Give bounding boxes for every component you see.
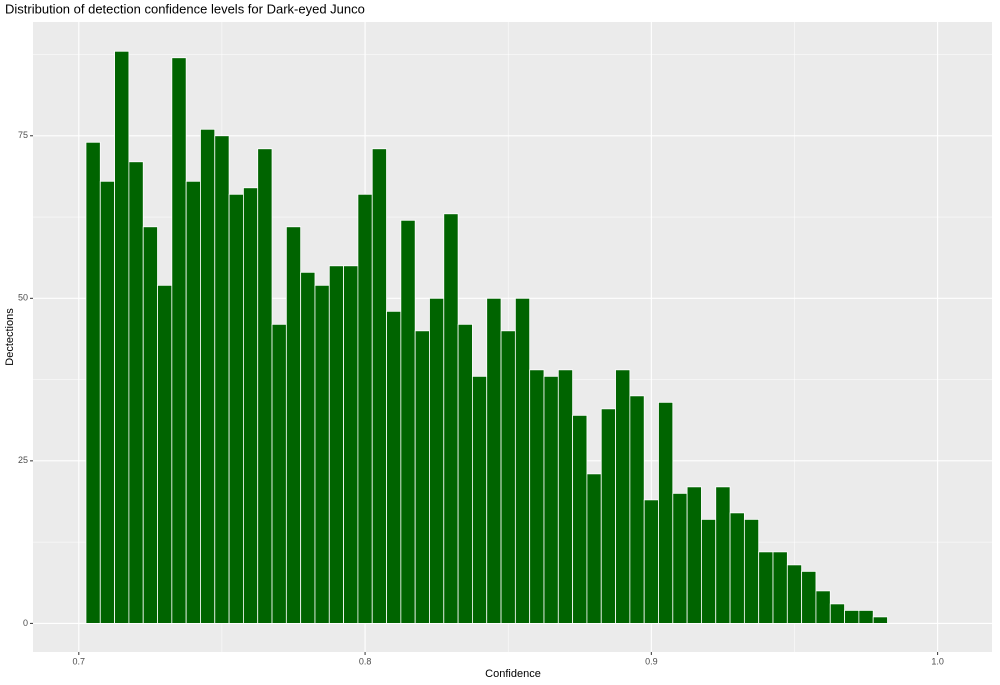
bar	[586, 473, 602, 624]
bar	[243, 187, 259, 624]
bar	[557, 369, 574, 624]
bar	[185, 180, 201, 624]
bar	[600, 408, 616, 624]
bar	[157, 284, 173, 624]
bar	[672, 492, 688, 624]
bar	[786, 564, 803, 624]
bar	[686, 486, 702, 624]
bar	[500, 330, 516, 624]
bar	[701, 518, 717, 624]
bar	[142, 226, 158, 624]
bar	[429, 297, 445, 624]
bar	[285, 226, 302, 624]
x-axis-label: Confidence	[485, 668, 541, 680]
chart-title: Distribution of detection confidence lev…	[5, 1, 365, 16]
bar	[543, 375, 559, 624]
bar	[658, 401, 674, 624]
bar	[371, 148, 387, 624]
bar	[357, 193, 373, 624]
bar	[257, 148, 273, 624]
bar	[643, 499, 659, 624]
bar	[472, 375, 488, 624]
y-tick-label: 0	[23, 618, 28, 628]
bar	[801, 570, 817, 624]
y-tick-label: 75	[18, 130, 28, 140]
bar	[829, 603, 845, 624]
bar	[271, 323, 287, 624]
bar	[815, 590, 831, 624]
bar	[572, 414, 588, 624]
bar	[114, 50, 130, 624]
x-tick-label: 0.8	[359, 656, 372, 666]
y-tick-label: 25	[18, 455, 28, 465]
x-tick-label: 0.9	[645, 656, 658, 666]
bar	[514, 297, 531, 624]
bar	[529, 369, 545, 624]
bar	[872, 616, 888, 624]
bar	[729, 512, 745, 624]
bar	[414, 330, 430, 624]
x-tick-label: 1.0	[931, 656, 944, 666]
bar	[328, 265, 345, 624]
bar	[858, 609, 874, 624]
bar	[443, 213, 459, 624]
y-axis-label: Dectections	[4, 308, 16, 366]
bar	[615, 369, 631, 624]
bar	[844, 609, 860, 624]
bar	[85, 141, 101, 624]
y-tick-label: 50	[18, 293, 28, 303]
bar	[629, 395, 645, 624]
bar	[457, 323, 473, 624]
bar	[758, 551, 774, 624]
bar	[171, 57, 187, 624]
bar	[214, 135, 230, 624]
x-tick-label: 0.7	[73, 656, 86, 666]
bar	[486, 297, 502, 624]
bar	[343, 265, 359, 624]
bar	[300, 271, 316, 624]
bar	[715, 486, 731, 624]
bar	[386, 310, 402, 624]
bar	[228, 193, 244, 624]
bar	[772, 551, 788, 624]
bar	[314, 284, 330, 624]
bar	[743, 518, 760, 624]
bar	[128, 161, 144, 624]
bar	[99, 180, 115, 624]
bar	[200, 128, 216, 624]
bar	[400, 219, 416, 624]
